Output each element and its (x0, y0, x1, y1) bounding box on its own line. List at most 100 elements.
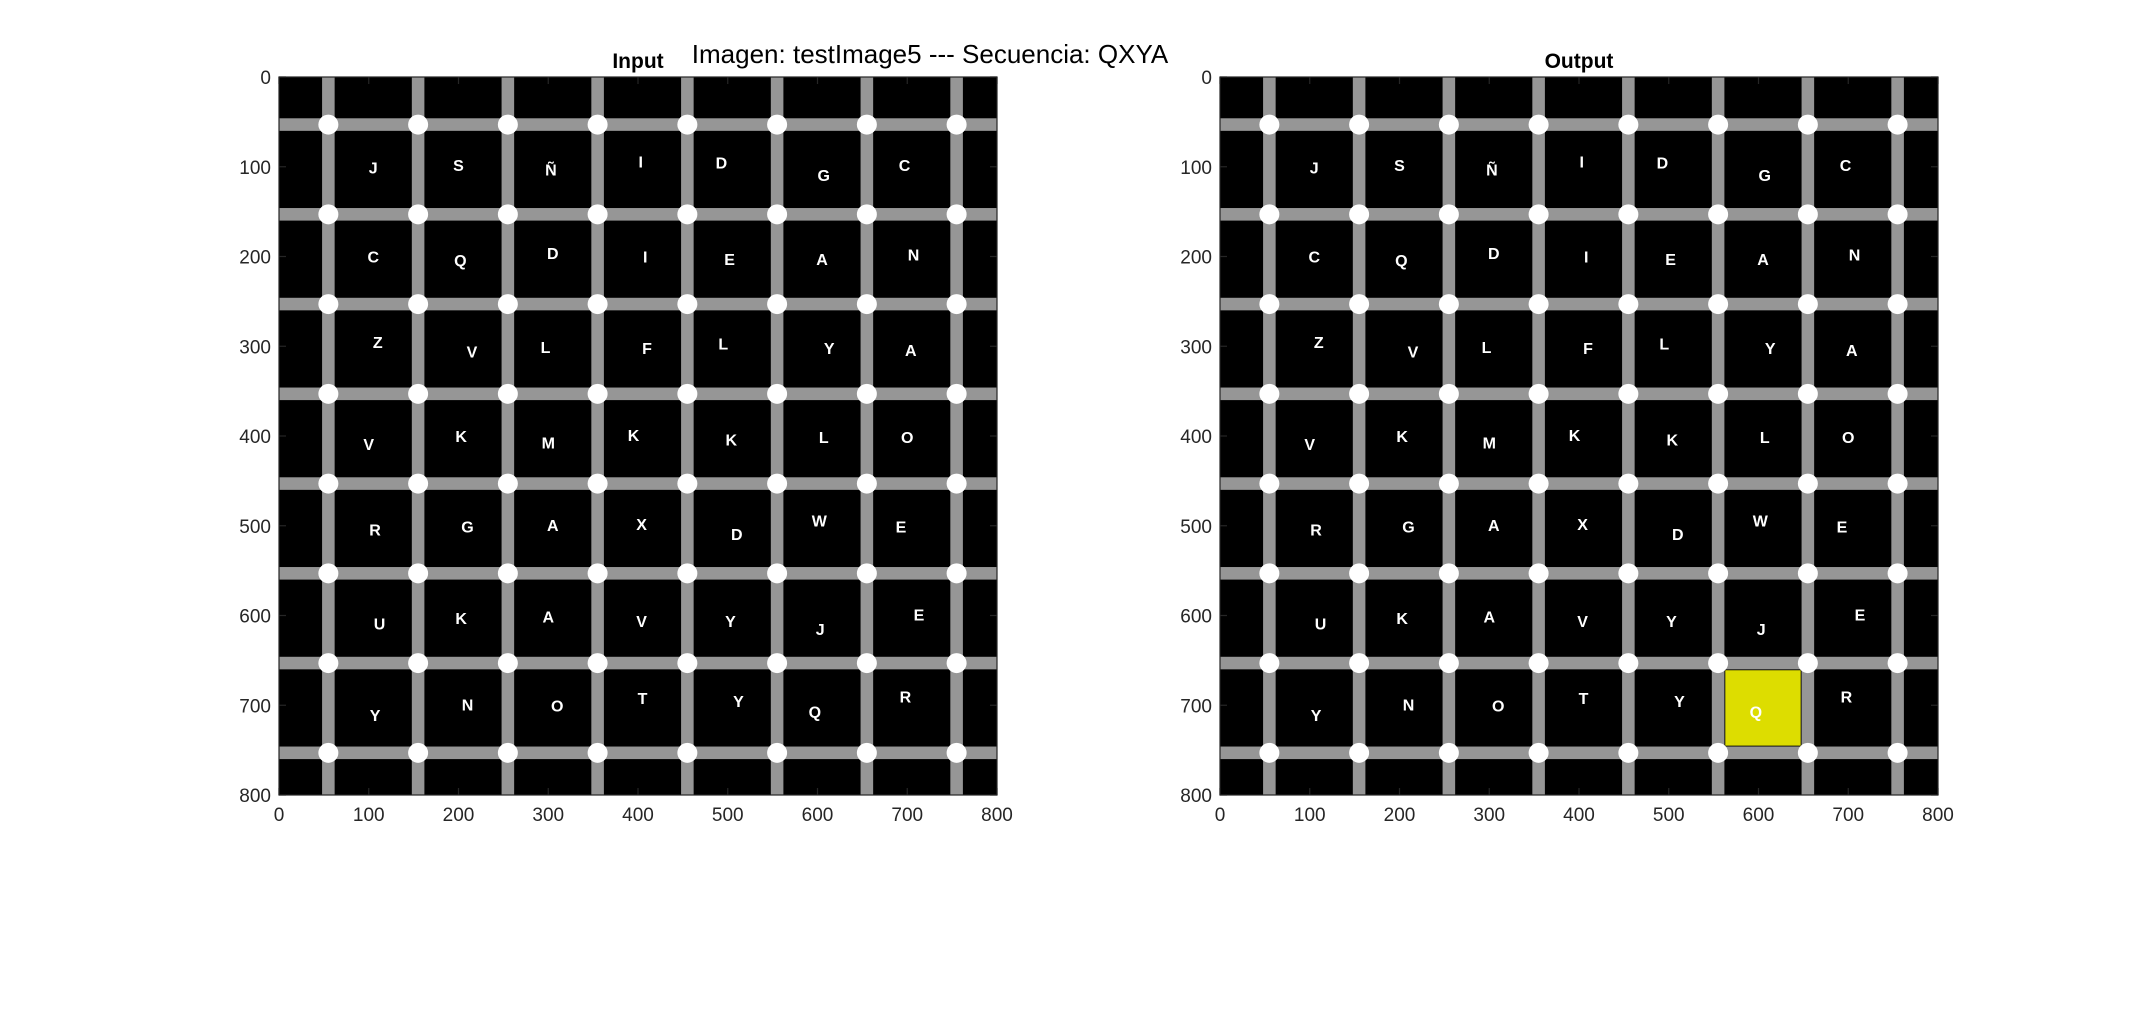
grid-node (497, 653, 518, 674)
grid-node (318, 204, 339, 225)
x-tick-label: 400 (1563, 805, 1595, 826)
grid-node (408, 294, 429, 315)
grid-node (1528, 653, 1549, 674)
grid-line-horizontal (1220, 567, 1938, 580)
grid-node (1259, 204, 1280, 225)
grid-node (497, 294, 518, 315)
grid-node (1797, 742, 1818, 763)
cell-letter: D (716, 155, 728, 172)
cell-letter: V (363, 437, 374, 454)
grid-node (946, 114, 967, 135)
grid-line-horizontal (1220, 477, 1938, 490)
grid-node (767, 563, 788, 584)
grid-node (946, 294, 967, 315)
cell-letter: G (818, 168, 830, 185)
grid-node (856, 473, 877, 494)
grid-node (1708, 383, 1729, 404)
grid-node (946, 563, 967, 584)
cell-letter: Y (824, 341, 835, 358)
grid-node (408, 383, 429, 404)
cell-letter: V (1304, 437, 1315, 454)
grid-node (1528, 294, 1549, 315)
grid-line-horizontal (279, 387, 997, 401)
grid-node (1618, 204, 1639, 225)
grid-node (408, 653, 429, 674)
cell-letter: Z (373, 335, 383, 352)
image-content: J S Ñ I D G C C Q D I E A N Z V L F L Y A V K M K K L O R G A X D W E U K A V Y… (1220, 77, 1938, 795)
cell-letter: G (1402, 520, 1414, 537)
cell-letter: E (896, 520, 907, 537)
cell-letter: O (901, 430, 913, 447)
grid-node (1528, 473, 1549, 494)
grid-node (1887, 563, 1908, 584)
grid-line-horizontal (1220, 208, 1938, 221)
x-tick-label: 600 (802, 805, 834, 826)
grid-node (1887, 742, 1908, 763)
grid-line-vertical (681, 77, 694, 795)
cell-letter: Y (1311, 708, 1322, 725)
grid-node (1349, 204, 1370, 225)
grid-line-horizontal (279, 656, 997, 670)
cell-letter: O (1842, 430, 1854, 447)
y-tick-label: 400 (1180, 427, 1212, 448)
cell-letter: R (900, 689, 912, 706)
cell-letter: X (1577, 517, 1588, 534)
figure-suptitle: Imagen: testImage5 --- Secuencia: QXYA (692, 39, 1169, 69)
y-tick-label: 300 (239, 337, 271, 358)
cell-letter: W (1753, 513, 1769, 530)
grid-line-vertical (1263, 77, 1276, 795)
grid-node (1528, 742, 1549, 763)
grid-node (1618, 473, 1639, 494)
grid-node (946, 742, 967, 763)
grid-node (408, 742, 429, 763)
x-tick-label: 700 (1832, 805, 1864, 826)
cell-letter: K (455, 429, 467, 446)
cell-letter: G (461, 520, 473, 537)
cell-letter: O (1492, 698, 1504, 715)
y-tick-label: 300 (1180, 337, 1212, 358)
grid-node (587, 473, 608, 494)
grid-node (856, 653, 877, 674)
cell-letter: A (547, 518, 559, 535)
y-tick-label: 500 (1180, 517, 1212, 538)
grid-line-vertical (1442, 77, 1456, 795)
grid-node (1438, 473, 1459, 494)
cell-letter: Q (809, 705, 821, 722)
grid-node (1797, 473, 1818, 494)
cell-letter: C (899, 158, 911, 175)
grid-node (1438, 294, 1459, 315)
grid-node (318, 563, 339, 584)
cell-letter: C (367, 250, 379, 267)
grid-line-horizontal (1220, 387, 1938, 401)
grid-line-vertical (1801, 77, 1815, 795)
grid-node (587, 742, 608, 763)
grid-node (1708, 204, 1729, 225)
cell-letter: L (1659, 337, 1669, 354)
grid-node (856, 742, 877, 763)
grid-node (1797, 653, 1818, 674)
y-tick-label: 600 (239, 607, 271, 628)
cell-letter: Y (733, 694, 744, 711)
x-tick-label: 100 (1294, 805, 1326, 826)
grid-line-vertical (950, 77, 963, 795)
grid-node (677, 563, 698, 584)
cell-letter: V (467, 345, 478, 362)
grid-node (408, 204, 429, 225)
cell-letter: C (1308, 250, 1320, 267)
grid-node (677, 653, 698, 674)
grid-node (1797, 294, 1818, 315)
cell-letter: V (1408, 345, 1419, 362)
y-tick-label: 100 (239, 158, 271, 179)
x-tick-label: 200 (443, 805, 475, 826)
grid-node (1708, 563, 1729, 584)
grid-node (1349, 653, 1370, 674)
grid-node (1708, 742, 1729, 763)
grid-node (497, 473, 518, 494)
grid-line-vertical (1891, 77, 1904, 795)
grid-node (587, 653, 608, 674)
x-tick-label: 800 (981, 805, 1013, 826)
grid-node (1618, 742, 1639, 763)
grid-line-horizontal (279, 297, 997, 311)
cell-letter: A (1846, 343, 1858, 360)
